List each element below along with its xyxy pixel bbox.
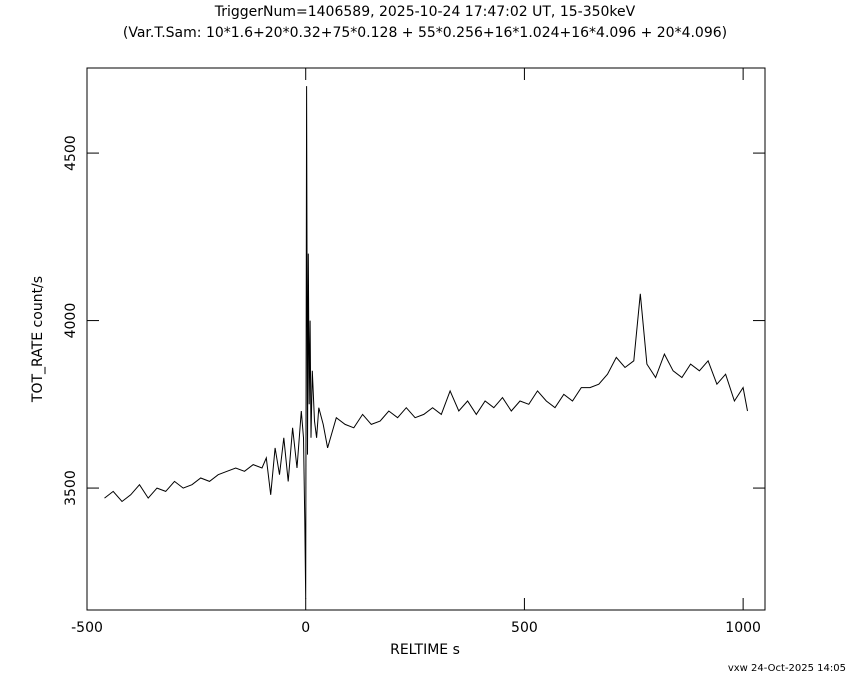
x-axis-label: RELTIME s [390, 642, 460, 658]
footer: vxw 24-Oct-2025 14:05 [728, 663, 846, 674]
chart-title: TriggerNum=1406589, 2025-10-24 17:47:02 … [214, 4, 636, 20]
y-tick-label: 3500 [63, 470, 79, 506]
x-tick-label: 1000 [725, 620, 761, 636]
y-tick-label: 4000 [63, 303, 79, 339]
y-axis-label: TOT_RATE count/s [30, 276, 46, 403]
y-tick-label: 4500 [63, 135, 79, 171]
light-curve [104, 86, 748, 599]
x-tick-label: 0 [301, 620, 310, 636]
x-tick-label: -500 [71, 620, 103, 636]
x-tick-label: 500 [511, 620, 538, 636]
plot-frame [86, 67, 766, 611]
chart-subtitle: (Var.T.Sam: 10*1.6+20*0.32+75*0.128 + 55… [123, 25, 727, 41]
